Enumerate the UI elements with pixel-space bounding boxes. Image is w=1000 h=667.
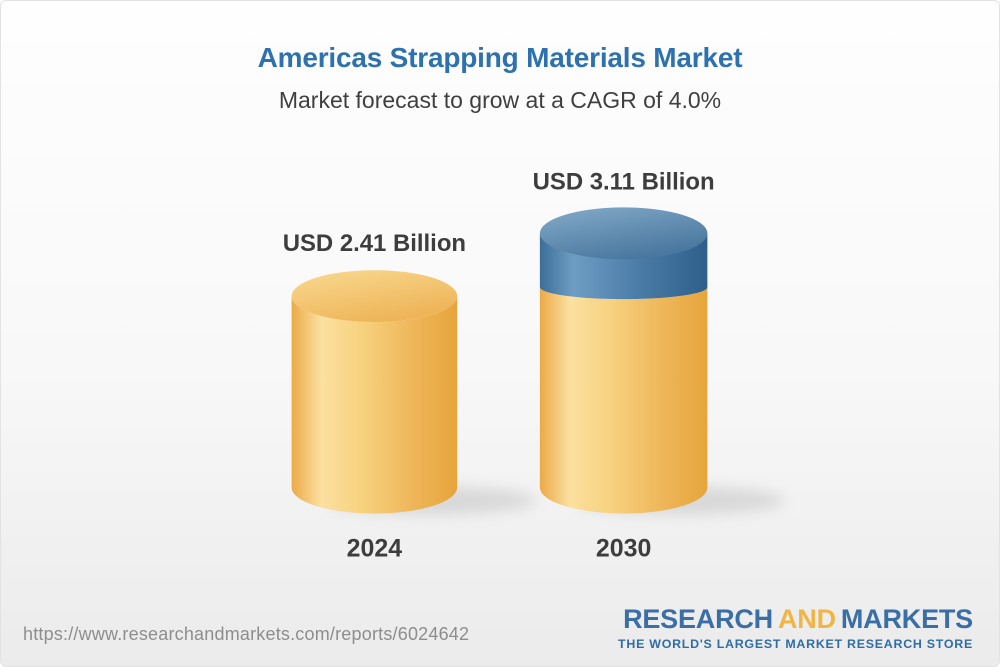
cylinder-2030 bbox=[539, 207, 786, 515]
logo-word-research: RESEARCH bbox=[623, 604, 773, 634]
company-logo: RESEARCH AND MARKETS THE WORLD'S LARGEST M… bbox=[618, 604, 973, 651]
company-logo-wordmark: RESEARCH AND MARKETS bbox=[618, 604, 973, 635]
page-subtitle: Market forecast to grow at a CAGR of 4.0… bbox=[278, 87, 722, 113]
value-label-2030: USD 3.11 Billion bbox=[533, 168, 715, 195]
cylinder-2024-top bbox=[291, 270, 458, 323]
logo-word-and: AND bbox=[777, 604, 836, 634]
cylinder-2024 bbox=[291, 270, 536, 515]
category-label-2030: 2030 bbox=[596, 534, 651, 562]
cylinder-2024-body bbox=[291, 296, 458, 514]
company-logo-tagline: THE WORLD'S LARGEST MARKET RESEARCH STOR… bbox=[618, 637, 973, 651]
page-title: Americas Strapping Materials Market bbox=[257, 42, 743, 73]
cylinder-2030-top bbox=[539, 207, 708, 260]
category-label-2024: 2024 bbox=[347, 534, 403, 562]
cylinder-2030-yellow-segment bbox=[539, 287, 708, 514]
report-url-link[interactable]: https://www.researchandmarkets.com/repor… bbox=[23, 624, 470, 644]
logo-word-markets: MARKETS bbox=[840, 604, 973, 634]
value-label-2024: USD 2.41 Billion bbox=[283, 230, 466, 257]
